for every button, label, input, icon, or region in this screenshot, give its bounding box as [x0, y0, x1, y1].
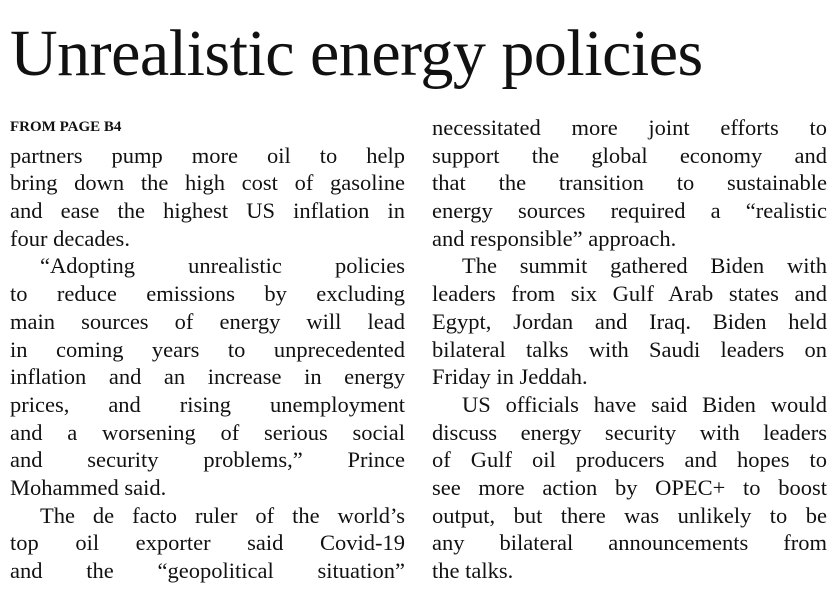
text-line: and the “geopolitical situation”	[10, 558, 405, 583]
text-line: “Adopting unrealistic policies	[40, 253, 405, 279]
kicker: FROM PAGE B4	[10, 119, 122, 135]
text-line: in coming years to unprecedented	[10, 336, 405, 362]
text-line: and a worsening of serious social	[10, 419, 405, 445]
text-line: Mohammed said.	[10, 474, 167, 500]
paragraph: The de facto ruler of the world’s top oil…	[10, 502, 405, 585]
text-line: necessitated more joint efforts to	[432, 115, 827, 140]
text-line: bilateral talks with Saudi leaders on	[432, 336, 827, 362]
paragraph: partners pump more oil to help bring down…	[10, 142, 405, 253]
text-line: and security problems,” Prince	[10, 447, 405, 473]
text-line: The de facto ruler of the world’s	[40, 502, 405, 528]
paragraph: US officials have said Biden would discus…	[432, 391, 827, 585]
text-line: see more action by OPEC+ to boost	[432, 474, 827, 500]
text-line: partners pump more oil to help	[10, 142, 405, 168]
text-line: output, but there was unlikely to be	[432, 502, 827, 528]
text-line: US officials have said Biden would	[462, 391, 827, 417]
text-line: energy sources required a “realistic	[432, 198, 827, 224]
column: necessitated more joint efforts to suppor…	[432, 114, 827, 585]
headline: Unrealistic energy policies	[10, 17, 703, 90]
text-line: of Gulf oil producers and hopes to	[432, 447, 827, 473]
text-line: discuss energy security with leaders	[432, 419, 827, 445]
paragraph: The summit gathered Biden with leaders fr…	[432, 252, 827, 390]
text-line: and responsible” approach.	[432, 225, 677, 251]
text-line: main sources of energy will lead	[10, 308, 405, 334]
text-line: inflation and an increase in energy	[10, 364, 405, 390]
text-line: bring down the high cost of gasoline	[10, 170, 405, 196]
text-line: Egypt, Jordan and Iraq. Biden held	[432, 308, 827, 334]
paragraph: “Adopting unrealistic policies to reduce …	[10, 252, 405, 501]
text-line: the talks.	[432, 558, 514, 583]
column: FROM PAGE B4 partners pump more oil to h…	[10, 114, 405, 585]
paragraph: necessitated more joint efforts to suppor…	[432, 114, 827, 252]
text-line: that the transition to sustainable	[432, 170, 827, 196]
text-line: The summit gathered Biden with	[462, 253, 827, 279]
text-line: any bilateral announcements from	[432, 530, 827, 556]
text-line: Friday in Jeddah.	[432, 364, 588, 390]
text-line: top oil exporter said Covid-19	[10, 530, 405, 556]
text-line: support the global economy and	[432, 142, 827, 168]
text-line: leaders from six Gulf Arab states and	[432, 281, 827, 307]
text-line: to reduce emissions by excluding	[10, 281, 405, 307]
text-line: four decades.	[10, 225, 130, 251]
text-line: prices, and rising unemployment	[10, 391, 405, 417]
text-line: and ease the highest US inflation in	[10, 198, 405, 224]
